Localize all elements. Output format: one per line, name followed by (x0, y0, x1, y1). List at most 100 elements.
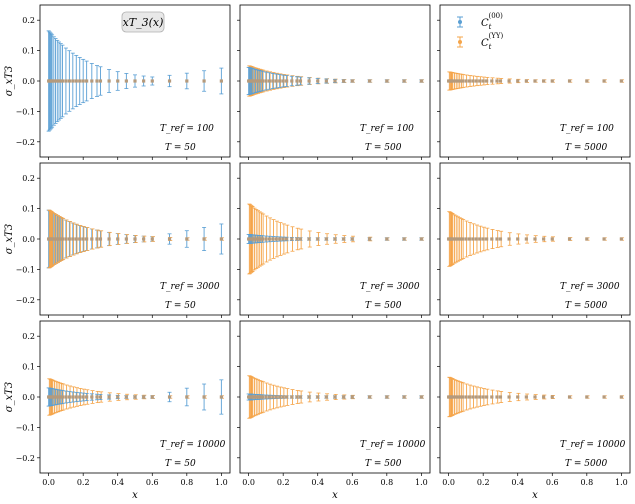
panel-2-2: T_ref = 3000 T = 500 (237, 162, 431, 318)
data-point (167, 237, 172, 241)
x-tick-label: 0.0 (442, 478, 455, 487)
data-point (95, 395, 99, 399)
data-point (124, 237, 128, 241)
data-point (460, 79, 465, 83)
data-point (542, 395, 546, 399)
legend-label-cyy: Ct(YY) (481, 32, 503, 51)
data-point (471, 79, 475, 83)
x-tick-label: 1.0 (415, 478, 428, 487)
x-tick-label: 1.0 (215, 478, 228, 487)
data-point (490, 237, 494, 241)
data-point (60, 395, 65, 399)
data-point (150, 237, 154, 241)
data-point (585, 395, 589, 399)
legend: Ct(00) Ct(YY) (457, 12, 503, 51)
data-point (464, 237, 468, 241)
data-point (507, 79, 511, 83)
data-point (98, 395, 103, 399)
annotation-tref: T_ref = 100 (360, 124, 414, 134)
data-point (567, 79, 572, 83)
data-point (542, 79, 546, 83)
data-point (53, 395, 58, 399)
data-point (452, 237, 456, 241)
data-point (550, 395, 554, 399)
data-point (260, 395, 265, 399)
data-point (516, 237, 520, 241)
data-point (450, 395, 454, 399)
data-point (95, 79, 99, 83)
data-point (498, 237, 503, 241)
data-point (74, 237, 78, 241)
data-point (550, 79, 554, 83)
data-point (490, 395, 494, 399)
data-point (257, 79, 261, 83)
data-point (316, 79, 320, 83)
data-point (290, 237, 294, 241)
data-point (53, 79, 58, 83)
data-point (67, 79, 71, 83)
data-point (59, 237, 63, 241)
panel-1-1: −0.2 −0.1 0.0 0.1 0.2 T_ref = 100 T = 50 σ_xT3 (4, 4, 231, 160)
data-point (619, 79, 623, 83)
data-point (367, 395, 372, 399)
data-point (471, 395, 475, 399)
data-point (81, 79, 85, 83)
data-point (350, 237, 354, 241)
data-point (316, 395, 320, 399)
data-point (342, 237, 346, 241)
x-tick-label: 1.0 (615, 478, 628, 487)
data-point (290, 395, 294, 399)
data-point (507, 395, 511, 399)
data-point (142, 79, 146, 83)
x-axis-label: x (532, 490, 538, 501)
y-tick-label: 0.1 (22, 363, 35, 372)
data-point (298, 395, 303, 399)
data-point (74, 79, 78, 83)
data-point (419, 237, 423, 241)
data-point (260, 237, 265, 241)
annotation-t: T = 500 (365, 143, 402, 153)
data-point (98, 237, 103, 241)
y-tick-label: −0.1 (16, 265, 35, 274)
data-point (485, 237, 489, 241)
data-point (478, 79, 482, 83)
annotation-t: T = 50 (165, 301, 196, 311)
annotation-tref: T_ref = 3000 (560, 282, 620, 292)
data-point (285, 395, 289, 399)
data-point (324, 395, 328, 399)
data-point (71, 237, 75, 241)
data-point (385, 237, 389, 241)
data-point (71, 395, 75, 399)
data-point (278, 395, 282, 399)
data-point (252, 79, 256, 83)
data-point (481, 79, 485, 83)
x-tick-label: 0.8 (580, 478, 593, 487)
data-point (478, 395, 482, 399)
data-point (450, 237, 454, 241)
data-point (567, 237, 572, 241)
annotation-t: T = 50 (165, 459, 196, 469)
data-point (264, 79, 268, 83)
legend-label-c00: Ct(00) (481, 12, 503, 31)
y-tick-label: −0.2 (16, 296, 35, 305)
data-point (333, 395, 337, 399)
data-point (602, 237, 606, 241)
data-point (478, 237, 482, 241)
data-point (385, 395, 389, 399)
data-point (260, 79, 265, 83)
y-axis-label: σ_xT3 (4, 382, 15, 413)
data-point (185, 237, 189, 241)
annotation-tref: T_ref = 100 (160, 124, 214, 134)
x-tick-label: 0.2 (77, 478, 90, 487)
data-point (253, 237, 258, 241)
data-point (585, 79, 589, 83)
data-point (59, 79, 63, 83)
data-point (219, 237, 223, 241)
data-point (67, 237, 71, 241)
legend-marker-c00 (458, 20, 462, 24)
panel-1-2: T_ref = 100 T = 500 (237, 4, 431, 160)
data-point (455, 395, 459, 399)
panel-2-1: −0.2 −0.1 0.0 0.1 0.2 T_ref = 3000 T = 50 σ_xT3 (4, 162, 231, 318)
data-point (278, 237, 282, 241)
data-point (281, 237, 285, 241)
